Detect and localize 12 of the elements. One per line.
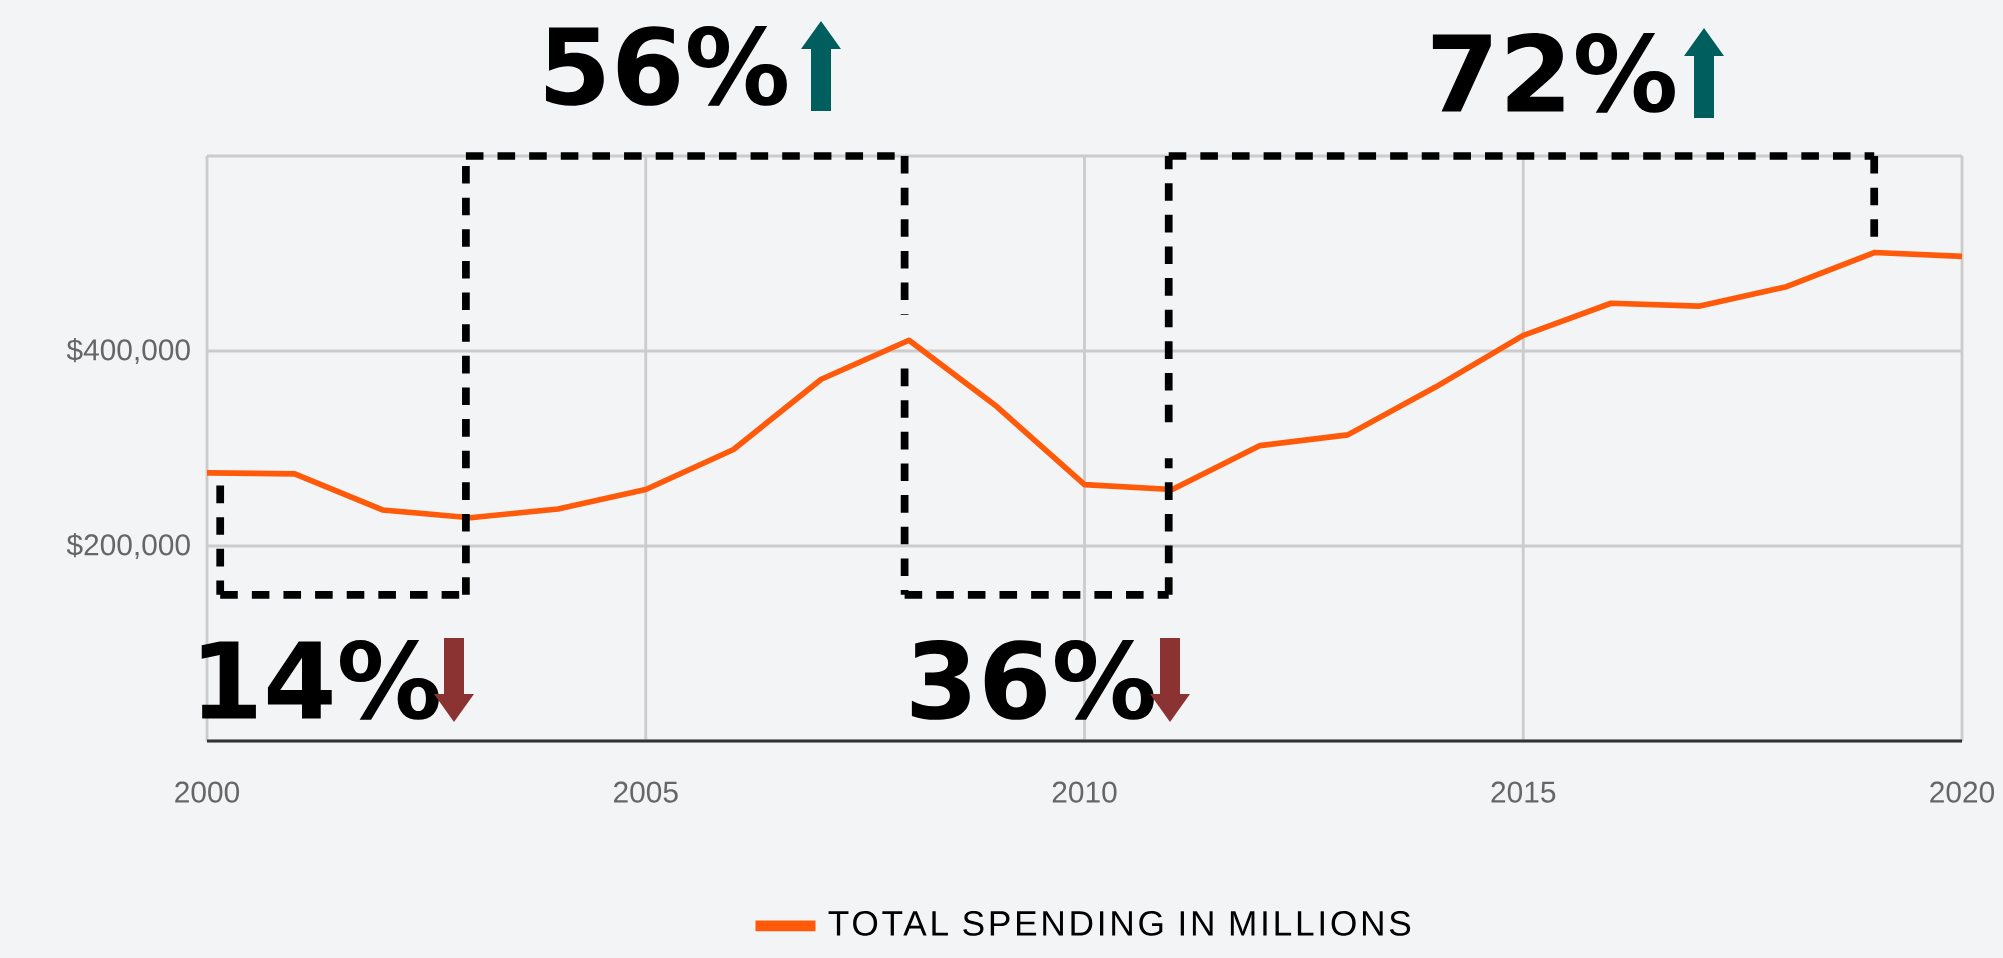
annotation: 14% <box>201 640 439 720</box>
text: 72% <box>1432 33 1675 113</box>
text: 56% <box>545 26 787 106</box>
x-tick-label: 2000 <box>175 781 240 803</box>
y-tick-label: $200,000 <box>66 533 190 559</box>
x-tick-label: 2010 <box>1052 781 1117 803</box>
annotation: 36% <box>911 640 1154 720</box>
x-tick-label: 2005 <box>614 781 678 803</box>
x-tick-label: 2015 <box>1491 781 1556 803</box>
legend-label: TOTAL SPENDING IN MILLIONS <box>828 910 1411 936</box>
y-tick-label: $400,000 <box>66 338 190 364</box>
x-tick-label: 2020 <box>1930 781 1995 803</box>
